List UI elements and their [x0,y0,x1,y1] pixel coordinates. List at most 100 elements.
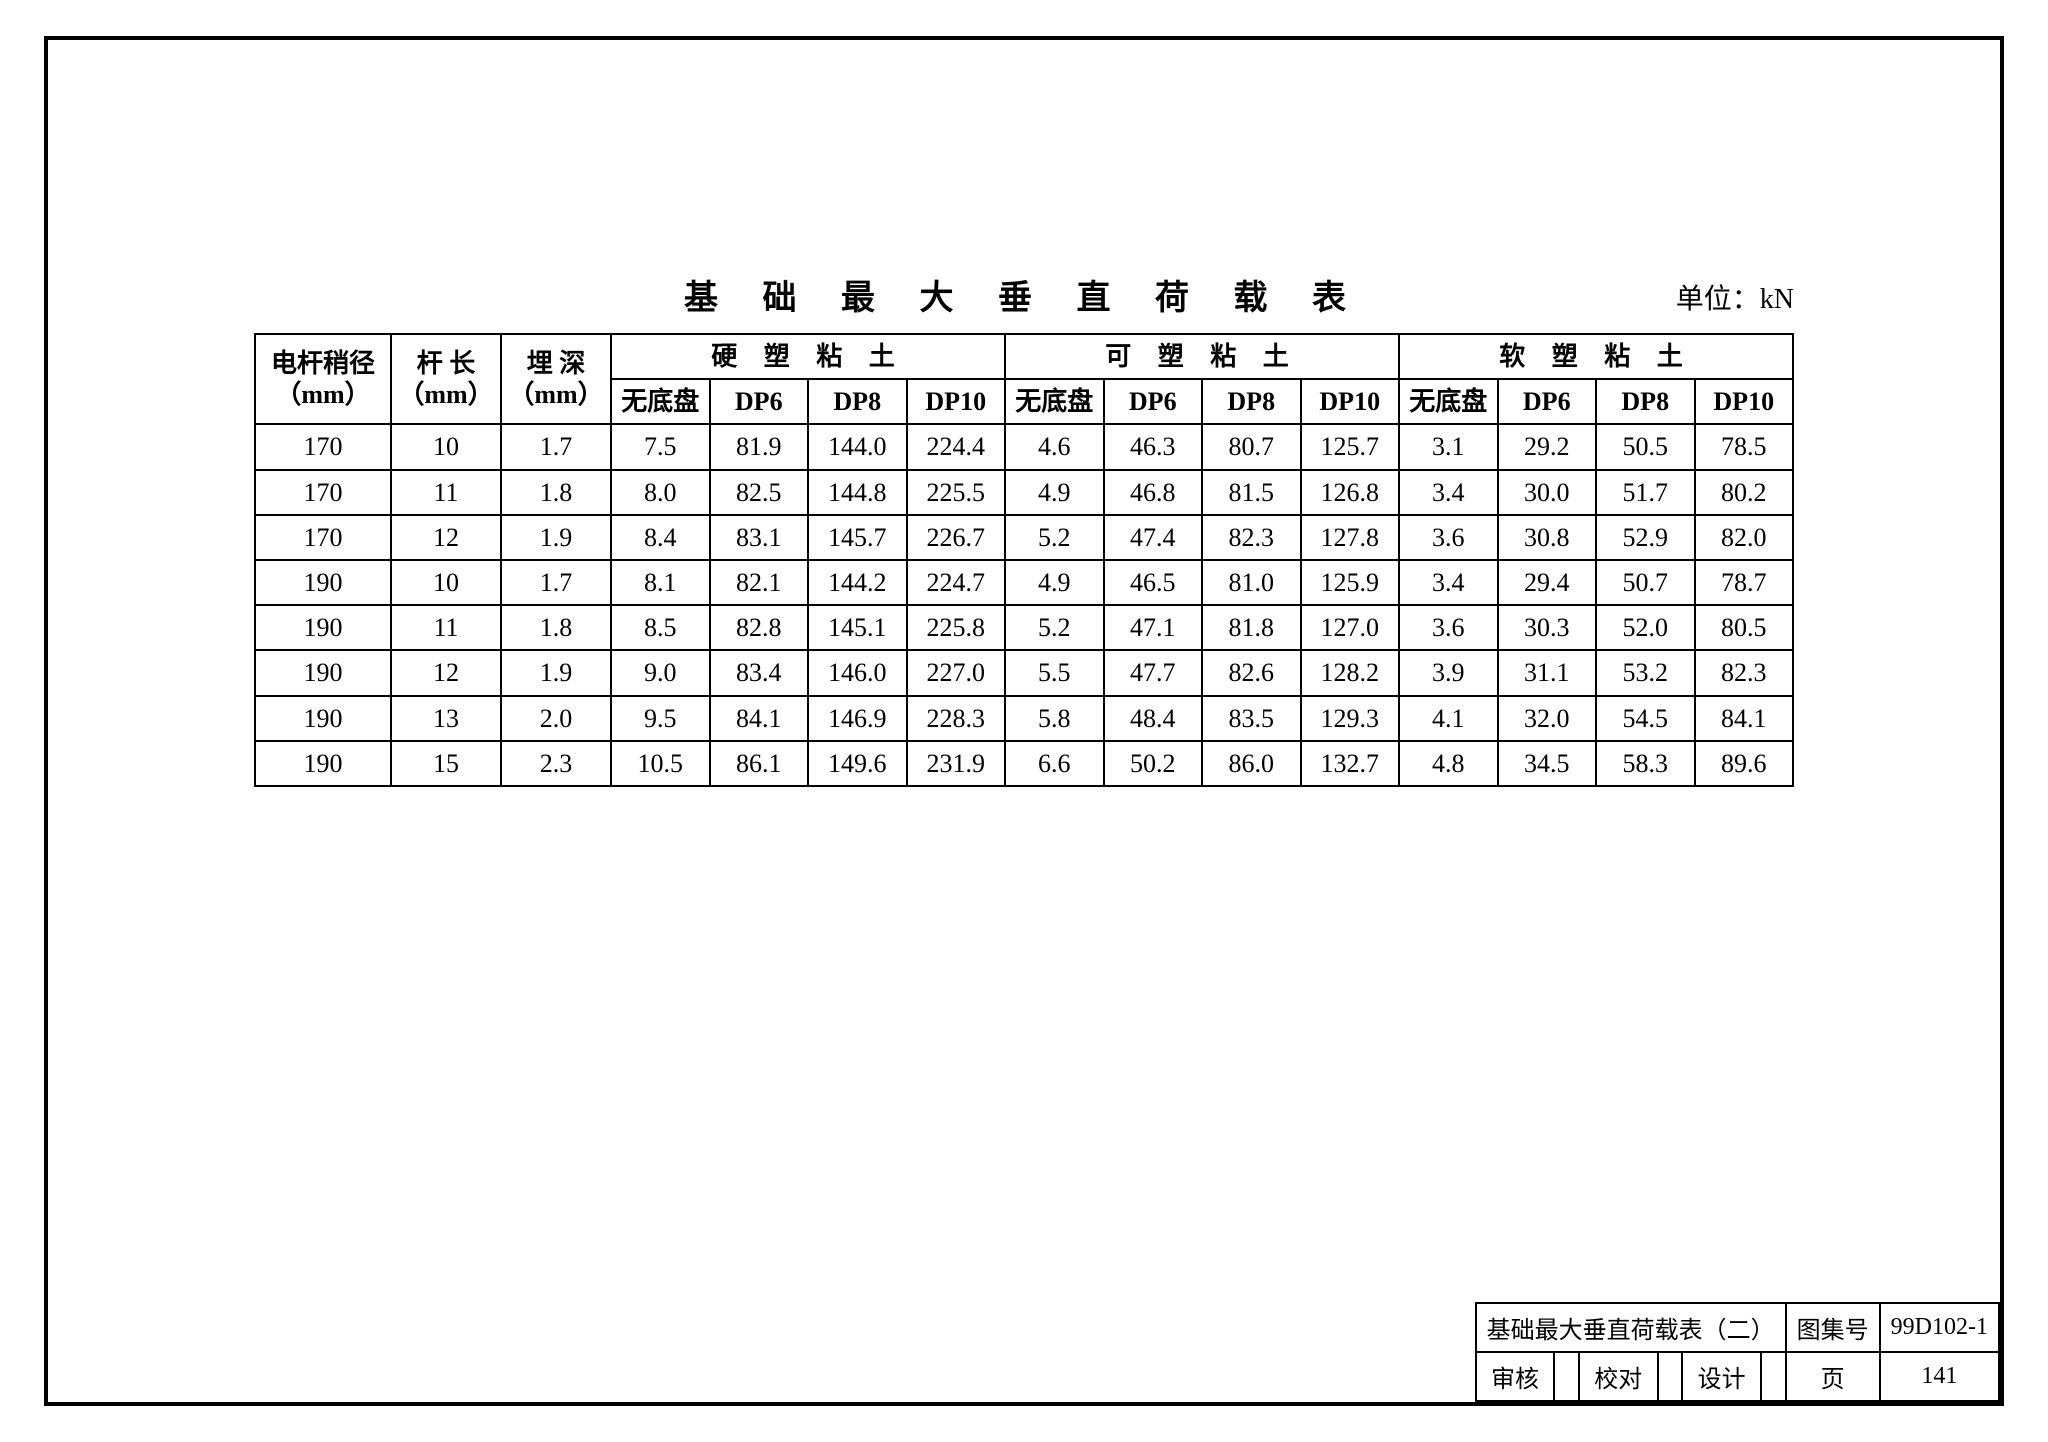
sub-header-0-2: DP8 [808,379,907,424]
cell-2-14: 82.0 [1695,515,1794,560]
cell-4-14: 80.5 [1695,605,1794,650]
cell-6-13: 54.5 [1596,696,1695,741]
cell-4-8: 47.1 [1104,605,1203,650]
sub-header-2-3: DP10 [1695,379,1794,424]
group-header-0: 硬 塑 粘 土 [611,334,1005,379]
col-header-diameter: 电杆稍径 （mm） [255,334,391,424]
cell-0-3: 7.5 [611,424,710,469]
cell-6-5: 146.9 [808,696,907,741]
cell-4-4: 82.8 [710,605,809,650]
cell-2-9: 82.3 [1202,515,1301,560]
cell-5-1: 12 [391,650,501,695]
cell-5-6: 227.0 [907,650,1006,695]
cell-3-12: 29.4 [1498,560,1597,605]
cell-1-12: 30.0 [1498,470,1597,515]
col-header-length-l2: （mm） [398,380,493,409]
cell-1-3: 8.0 [611,470,710,515]
cell-0-13: 50.5 [1596,424,1695,469]
cell-0-1: 10 [391,424,501,469]
cell-2-12: 30.8 [1498,515,1597,560]
tb-design-sig [1761,1352,1786,1401]
cell-0-0: 170 [255,424,391,469]
cell-1-5: 144.8 [808,470,907,515]
cell-7-12: 34.5 [1498,741,1597,786]
cell-1-2: 1.8 [501,470,611,515]
cell-0-11: 3.1 [1399,424,1498,469]
cell-1-6: 225.5 [907,470,1006,515]
tb-review-label: 审核 [1476,1352,1555,1401]
cell-5-8: 47.7 [1104,650,1203,695]
tb-check-sig [1658,1352,1683,1401]
tb-check-label: 校对 [1579,1352,1658,1401]
tb-set-label: 图集号 [1786,1303,1880,1352]
cell-6-11: 4.1 [1399,696,1498,741]
table-row: 190121.99.083.4146.0227.05.547.782.6128.… [255,650,1793,695]
cell-2-1: 12 [391,515,501,560]
cell-7-3: 10.5 [611,741,710,786]
cell-1-1: 11 [391,470,501,515]
cell-0-10: 125.7 [1301,424,1400,469]
cell-7-6: 231.9 [907,741,1006,786]
cell-3-11: 3.4 [1399,560,1498,605]
cell-3-7: 4.9 [1005,560,1104,605]
content-area: 基 础 最 大 垂 直 荷 载 表 单位：kN 电杆稍径 （mm） 杆 长 （m… [48,270,2000,787]
table-row: 190101.78.182.1144.2224.74.946.581.0125.… [255,560,1793,605]
load-table: 电杆稍径 （mm） 杆 长 （mm） 埋 深 （mm） 硬 塑 粘 土 可 塑 … [254,333,1794,787]
cell-2-13: 52.9 [1596,515,1695,560]
cell-0-14: 78.5 [1695,424,1794,469]
cell-4-2: 1.8 [501,605,611,650]
cell-5-14: 82.3 [1695,650,1794,695]
col-header-depth: 埋 深 （mm） [501,334,611,424]
cell-7-5: 149.6 [808,741,907,786]
col-header-length-l1: 杆 长 [417,349,476,378]
cell-7-9: 86.0 [1202,741,1301,786]
tb-set-number: 99D102-1 [1880,1303,1999,1352]
cell-4-7: 5.2 [1005,605,1104,650]
cell-4-5: 145.1 [808,605,907,650]
cell-6-7: 5.8 [1005,696,1104,741]
sub-header-1-3: DP10 [1301,379,1400,424]
cell-4-3: 8.5 [611,605,710,650]
sub-header-1-0: 无底盘 [1005,379,1104,424]
cell-1-8: 46.8 [1104,470,1203,515]
cell-5-10: 128.2 [1301,650,1400,695]
cell-2-7: 5.2 [1005,515,1104,560]
table-row: 170101.77.581.9144.0224.44.646.380.7125.… [255,424,1793,469]
cell-1-13: 51.7 [1596,470,1695,515]
cell-6-0: 190 [255,696,391,741]
cell-6-14: 84.1 [1695,696,1794,741]
cell-3-5: 144.2 [808,560,907,605]
cell-3-6: 224.7 [907,560,1006,605]
cell-2-0: 170 [255,515,391,560]
table-row: 190132.09.584.1146.9228.35.848.483.5129.… [255,696,1793,741]
drawing-frame: 基 础 最 大 垂 直 荷 载 表 单位：kN 电杆稍径 （mm） 杆 长 （m… [44,36,2004,1406]
cell-0-5: 144.0 [808,424,907,469]
sub-header-0-0: 无底盘 [611,379,710,424]
title-row: 基 础 最 大 垂 直 荷 载 表 单位：kN [254,270,1794,319]
tb-design-label: 设计 [1682,1352,1761,1401]
cell-5-11: 3.9 [1399,650,1498,695]
cell-1-10: 126.8 [1301,470,1400,515]
table-row: 190152.310.586.1149.6231.96.650.286.0132… [255,741,1793,786]
cell-3-8: 46.5 [1104,560,1203,605]
cell-5-13: 53.2 [1596,650,1695,695]
sub-header-2-2: DP8 [1596,379,1695,424]
cell-3-4: 82.1 [710,560,809,605]
cell-4-11: 3.6 [1399,605,1498,650]
cell-6-9: 83.5 [1202,696,1301,741]
cell-0-2: 1.7 [501,424,611,469]
tb-page-number: 141 [1880,1352,1999,1401]
cell-5-2: 1.9 [501,650,611,695]
cell-1-14: 80.2 [1695,470,1794,515]
cell-2-5: 145.7 [808,515,907,560]
cell-3-3: 8.1 [611,560,710,605]
cell-4-0: 190 [255,605,391,650]
cell-7-4: 86.1 [710,741,809,786]
sub-header-0-3: DP10 [907,379,1006,424]
cell-5-3: 9.0 [611,650,710,695]
cell-7-14: 89.6 [1695,741,1794,786]
cell-7-13: 58.3 [1596,741,1695,786]
col-header-depth-l1: 埋 深 [527,349,586,378]
cell-2-10: 127.8 [1301,515,1400,560]
sub-header-2-1: DP6 [1498,379,1597,424]
